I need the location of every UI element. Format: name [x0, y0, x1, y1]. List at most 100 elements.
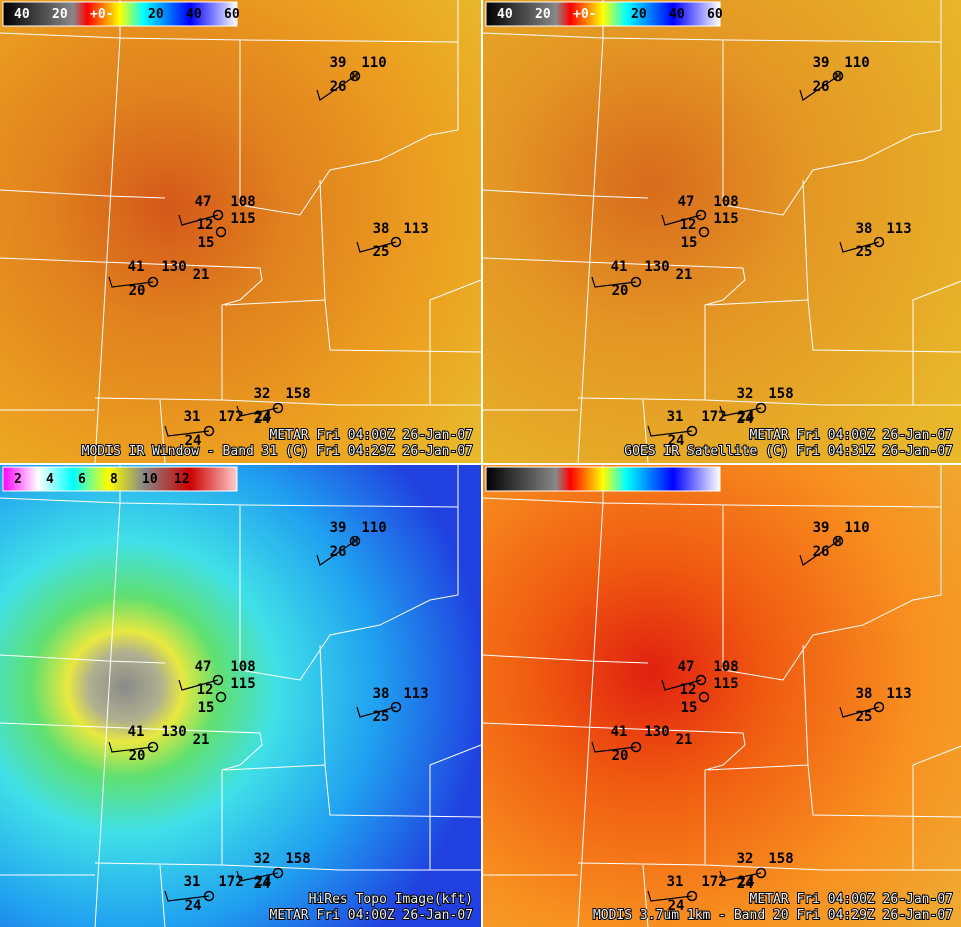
station-value: 31: [667, 874, 684, 890]
colorbar-label: 40: [14, 7, 30, 22]
station-value: 47: [678, 194, 695, 210]
station-value: 172: [701, 409, 726, 425]
station-marker: [698, 226, 710, 238]
colorbar: [2, 466, 238, 492]
station-value: 115: [230, 211, 255, 227]
station-value: 25: [856, 244, 873, 260]
wind-barb: [108, 741, 154, 753]
station-value: 15: [681, 700, 698, 716]
station-value: 108: [230, 659, 255, 675]
colorbar-label: 20: [148, 7, 164, 22]
station-marker: [832, 70, 844, 82]
wind-barb: [316, 540, 356, 566]
colorbar-label: 20: [535, 7, 551, 22]
station-marker: [755, 402, 767, 414]
wind-barb: [108, 276, 154, 288]
station-value: 21: [676, 267, 693, 283]
station-value: 158: [285, 851, 310, 867]
station-value: 24: [738, 874, 755, 890]
station-marker: [698, 691, 710, 703]
station-value: 24: [738, 409, 755, 425]
colorbar-label: 12: [174, 472, 190, 487]
station-value: 39: [813, 55, 830, 71]
wind-barb: [236, 405, 279, 417]
colorbar-label: 60: [707, 7, 723, 22]
station-value: 115: [713, 676, 738, 692]
station-value: 24: [668, 898, 685, 914]
station-value: 41: [128, 724, 145, 740]
state-borders: [0, 0, 482, 464]
station-value: 39: [330, 520, 347, 536]
station-marker: [390, 701, 402, 713]
station-value: 24: [185, 433, 202, 449]
station-value: 20: [612, 283, 629, 299]
station-marker: [873, 701, 885, 713]
station-value: 172: [218, 409, 243, 425]
station-value: 24: [737, 411, 754, 427]
station-value: 24: [185, 898, 202, 914]
colorbar-label: 20: [631, 7, 647, 22]
colorbar-label: 4: [46, 472, 54, 487]
colorbar-label: 2: [14, 472, 22, 487]
station-value: 20: [612, 748, 629, 764]
wind-barb: [316, 75, 356, 101]
station-value: 24: [254, 876, 271, 892]
station-value: 41: [128, 259, 145, 275]
satellite-image: [483, 0, 961, 463]
caption: MODIS 3.7um 1km - Band 20 Fri 04:29Z 26-…: [593, 908, 953, 923]
station-marker: [390, 236, 402, 248]
colorbar-label: +0-: [90, 7, 113, 22]
station-value: 41: [611, 724, 628, 740]
station-marker: [695, 209, 707, 221]
station-value: 113: [886, 221, 911, 237]
station-value: 12: [197, 682, 214, 698]
wind-barb: [356, 706, 397, 718]
station-symbol: M: [352, 537, 358, 548]
wind-barb: [799, 75, 839, 101]
station-marker: [349, 70, 361, 82]
station-marker: [215, 226, 227, 238]
station-value: 38: [856, 686, 873, 702]
station-value: 172: [701, 874, 726, 890]
station-marker: [349, 535, 361, 547]
station-marker: [755, 867, 767, 879]
station-symbol: M: [352, 72, 358, 83]
station-value: 38: [373, 221, 390, 237]
station-value: 47: [195, 194, 212, 210]
station-value: 12: [197, 217, 214, 233]
station-value: 110: [361, 55, 386, 71]
station-marker: [832, 535, 844, 547]
station-value: 38: [856, 221, 873, 237]
colorbar-label: 8: [110, 472, 118, 487]
station-value: 25: [373, 709, 390, 725]
wind-barb: [719, 405, 762, 417]
station-value: 31: [667, 409, 684, 425]
wind-barb: [661, 214, 702, 226]
wind-barb: [661, 679, 702, 691]
caption: METAR Fri 04:00Z 26-Jan-07: [270, 908, 474, 923]
station-value: 32: [737, 851, 754, 867]
station-value: 108: [713, 194, 738, 210]
station-value: 130: [644, 259, 669, 275]
station-value: 26: [330, 79, 347, 95]
state-borders: [482, 0, 961, 464]
station-value: 25: [856, 709, 873, 725]
station-value: 113: [403, 221, 428, 237]
station-value: 12: [680, 217, 697, 233]
wind-barb: [164, 425, 210, 437]
station-value: 158: [285, 386, 310, 402]
station-marker: [695, 674, 707, 686]
colorbar-label: 20: [52, 7, 68, 22]
station-value: 24: [668, 433, 685, 449]
colorbar: [485, 466, 721, 492]
station-value: 113: [403, 686, 428, 702]
caption: HiRes Topo Image(kft): [309, 892, 473, 907]
colorbar-label: 40: [186, 7, 202, 22]
station-value: 32: [254, 851, 271, 867]
station-value: 25: [373, 244, 390, 260]
station-value: 110: [844, 55, 869, 71]
station-value: 32: [737, 386, 754, 402]
caption: MODIS IR Window - Band 31 (C) Fri 04:29Z…: [82, 444, 473, 459]
